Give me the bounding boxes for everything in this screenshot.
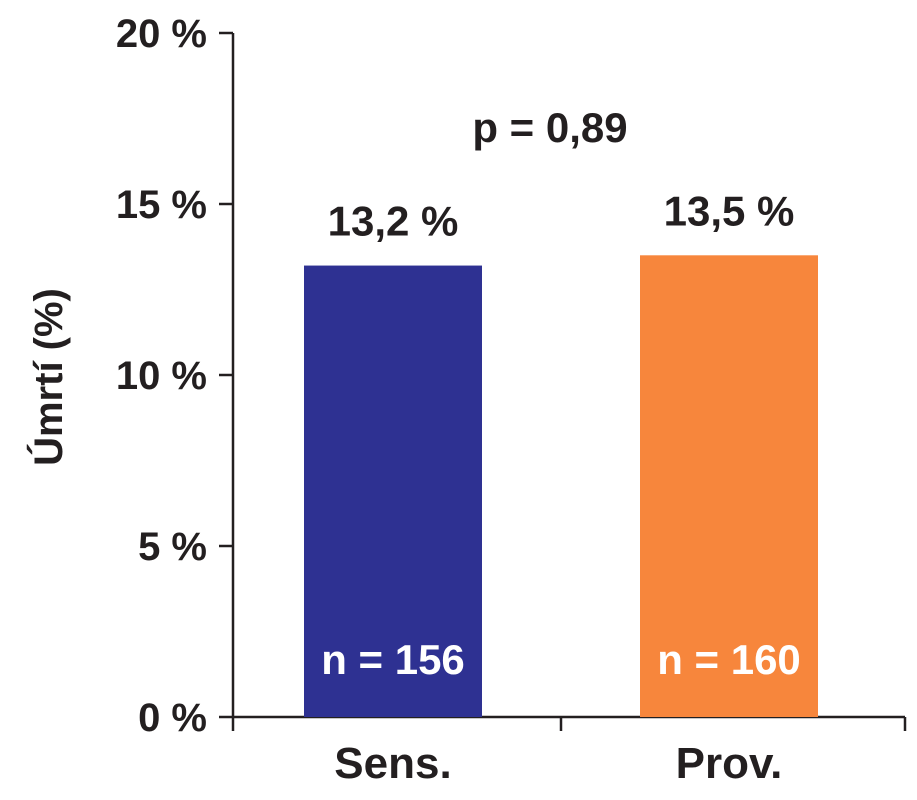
y-tick-label: 20 %: [116, 12, 207, 56]
y-tick-label: 5 %: [138, 525, 207, 569]
y-tick-label: 0 %: [138, 696, 207, 740]
category-label: Sens.: [334, 739, 451, 788]
bars: [304, 255, 818, 718]
labels: 13,2 % n = 156 Sens. 13,5 % n = 160 Prov.: [321, 187, 801, 788]
bar-sens: [304, 265, 482, 717]
y-axis-label: Úmrtí (%): [25, 288, 71, 466]
value-label: 13,2 %: [328, 198, 459, 245]
category-label: Prov.: [676, 739, 783, 788]
axes: 0 % 5 % 10 % 15 % 20 %: [116, 12, 907, 740]
y-tick-label: 15 %: [116, 183, 207, 227]
value-label: 13,5 %: [664, 187, 795, 234]
bar-prov: [640, 255, 818, 718]
n-label: n = 156: [321, 636, 465, 683]
y-tick-label: 10 %: [116, 354, 207, 398]
p-value-annotation: p = 0,89: [472, 104, 627, 151]
n-label: n = 160: [657, 636, 801, 683]
